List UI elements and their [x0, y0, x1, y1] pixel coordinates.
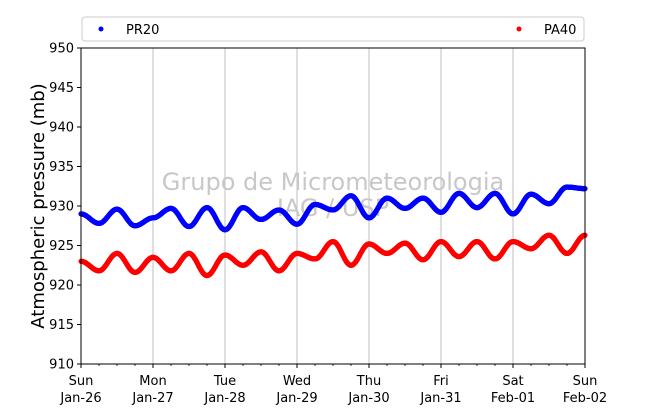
- y-tick-label: 935: [49, 160, 74, 175]
- x-tick-day: Wed: [283, 374, 311, 389]
- legend-label-pa40: PA40: [544, 23, 576, 38]
- legend-marker-pa40: [516, 26, 522, 32]
- x-tick-date: Jan-31: [419, 391, 461, 406]
- y-tick-label: 930: [49, 200, 74, 215]
- series-pa40: [78, 232, 588, 279]
- x-tick-date: Feb-02: [563, 391, 607, 406]
- x-tick-date: Jan-28: [203, 391, 245, 406]
- legend-marker-pr20: [98, 26, 104, 32]
- x-tick-date: Feb-01: [491, 391, 535, 406]
- y-tick-label: 940: [49, 121, 74, 136]
- x-tick-date: Jan-29: [275, 391, 317, 406]
- y-tick-label: 920: [49, 279, 74, 294]
- x-tick-day: Thu: [356, 374, 381, 389]
- vertical-gridlines: [152, 48, 514, 364]
- y-tick-label: 950: [49, 42, 74, 57]
- legend: PR20 PA40: [81, 16, 585, 42]
- y-axis-title: Atmospheric pressure (mb): [28, 83, 49, 328]
- x-tick-day: Tue: [213, 374, 236, 389]
- y-tick-label: 915: [49, 318, 74, 333]
- legend-label-pr20: PR20: [126, 23, 159, 38]
- x-tick-date: Jan-27: [131, 391, 173, 406]
- y-tick-label: 925: [49, 239, 74, 254]
- x-tick-day: Sun: [69, 374, 94, 389]
- x-axis-ticks: Sun Jan-26 Mon Jan-27 Tue Jan-28 Wed Jan-29 Thu J…: [59, 364, 607, 406]
- series-pr20: [78, 184, 588, 233]
- series-layer: [78, 184, 588, 279]
- watermark-line-1: Grupo de Micrometeorologia: [162, 168, 504, 196]
- x-tick-day: Sat: [502, 374, 523, 389]
- x-tick-day: Mon: [139, 374, 166, 389]
- x-tick-date: Jan-26: [59, 391, 101, 406]
- x-tick-day: Fri: [433, 374, 449, 389]
- y-tick-label: 945: [49, 81, 74, 96]
- y-tick-label: 910: [49, 358, 74, 373]
- legend-box: [81, 16, 585, 42]
- x-tick-date: Jan-30: [347, 391, 389, 406]
- y-axis-ticks: 910 915 920 925 930 935 940 945 950: [49, 42, 81, 373]
- x-tick-day: Sun: [573, 374, 598, 389]
